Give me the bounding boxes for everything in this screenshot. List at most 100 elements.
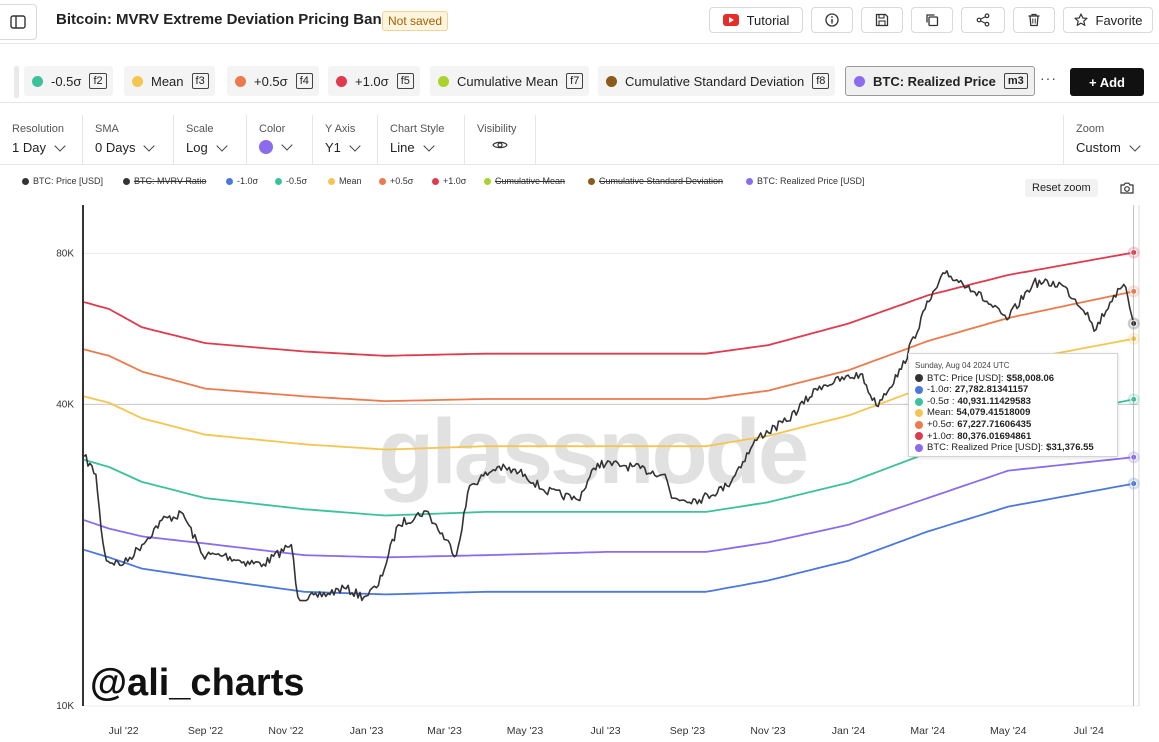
metric-label: +0.5σ [254, 73, 288, 89]
legend-item[interactable]: Cumulative Standard Deviation [588, 176, 723, 186]
add-metric-button[interactable]: + Add [1070, 68, 1144, 96]
tooltip-dot [915, 374, 923, 383]
save-icon [875, 13, 889, 27]
tooltip-value: 54,079.41518009 [956, 407, 1031, 419]
legend-item[interactable]: BTC: Realized Price [USD] [746, 176, 865, 186]
reset-zoom-button[interactable]: Reset zoom [1025, 179, 1098, 197]
legend-item[interactable]: +1.0σ [432, 176, 466, 186]
tooltip-dot [915, 385, 923, 394]
tooltip-row: -0.5σ :40,931.11429583 [915, 396, 1111, 408]
visibility-toggle[interactable]: Visibility [465, 115, 536, 164]
metric-pill[interactable]: -0.5σ f2 [24, 66, 113, 96]
x-tick-label: Mar '23 [427, 725, 462, 737]
save-button[interactable] [861, 7, 903, 33]
legend-dot [484, 177, 491, 185]
series-line [83, 251, 1134, 357]
legend-label: BTC: Realized Price [USD] [757, 176, 865, 186]
color-dropdown[interactable]: Color [247, 115, 313, 164]
y-tick-label: 80K [56, 249, 74, 260]
legend-dot [22, 177, 29, 185]
metric-pill[interactable]: +1.0σ f5 [328, 66, 420, 96]
metric-color-dot [336, 75, 347, 87]
camera-icon[interactable] [1120, 182, 1134, 194]
y-tick-label: 10K [56, 701, 74, 712]
tooltip-label: Mean: [927, 407, 954, 419]
metric-color-dot [235, 75, 246, 87]
legend-label: +1.0σ [443, 176, 467, 186]
legend-item[interactable]: Cumulative Mean [484, 176, 565, 186]
sidebar-toggle-button[interactable] [0, 4, 37, 40]
delete-button[interactable] [1013, 7, 1055, 33]
duplicate-button[interactable] [911, 7, 953, 33]
legend-dot [588, 177, 595, 185]
page-title: Bitcoin: MVRV Extreme Deviation Pricing … [56, 11, 400, 28]
chart-style-dropdown[interactable]: Chart Style Line [378, 115, 465, 164]
metric-color-dot [32, 75, 43, 87]
x-tick-label: Jul '22 [109, 725, 139, 737]
legend-item[interactable]: BTC: MVRV Ratio [123, 176, 206, 186]
metric-pill[interactable]: +0.5σ f4 [227, 66, 319, 96]
sma-label: SMA [95, 123, 119, 135]
legend-item[interactable]: +0.5σ [379, 176, 413, 186]
series-line [83, 482, 1134, 596]
x-tick-label: Sep '23 [670, 725, 705, 737]
metric-pill[interactable]: Mean f3 [124, 66, 215, 96]
y-axis-dropdown[interactable]: Y Axis Y1 [313, 115, 378, 164]
chart-style-value: Line [390, 140, 415, 155]
legend-label: Mean [339, 176, 362, 186]
x-tick-label: May '23 [507, 725, 544, 737]
zoom-dropdown[interactable]: Zoom Custom [1063, 115, 1159, 164]
chart-legend: BTC: Price [USD] BTC: MVRV Ratio -1.0σ -0.5… [0, 176, 1000, 194]
info-button[interactable] [811, 7, 853, 33]
scale-value: Log [186, 140, 208, 155]
sma-dropdown[interactable]: SMA 0 Days [83, 115, 174, 164]
favorite-button[interactable]: Favorite [1063, 7, 1153, 33]
legend-item[interactable]: -0.5σ [275, 176, 307, 186]
legend-item[interactable]: -1.0σ [226, 176, 258, 186]
resolution-label: Resolution [12, 123, 64, 135]
resolution-dropdown[interactable]: Resolution 1 Day [0, 115, 83, 164]
metric-color-dot [854, 75, 865, 87]
tooltip-value: 80,376.01694861 [957, 430, 1032, 442]
tutorial-button[interactable]: Tutorial [709, 7, 803, 33]
metric-pill[interactable]: Cumulative Standard Deviation f8 [598, 66, 836, 96]
metric-key: f3 [191, 73, 209, 89]
metrics-scroll-handle[interactable] [14, 66, 19, 98]
tooltip-row: +1.0σ: 80,376.01694861 [915, 431, 1111, 443]
tutorial-label: Tutorial [746, 12, 790, 28]
x-tick-label: Nov '22 [268, 725, 303, 737]
tooltip-dot [915, 420, 923, 429]
scale-dropdown[interactable]: Scale Log [174, 115, 247, 164]
copy-icon [926, 14, 939, 27]
legend-dot [379, 177, 386, 185]
metric-pill[interactable]: BTC: Realized Price m3 [845, 66, 1035, 96]
metric-label: +1.0σ [355, 73, 389, 89]
share-icon [976, 13, 990, 27]
legend-label: BTC: MVRV Ratio [134, 176, 207, 186]
share-button[interactable] [961, 7, 1005, 33]
x-tick-label: Jan '23 [350, 725, 384, 737]
color-label: Color [259, 123, 286, 135]
legend-item[interactable]: BTC: Price [USD] [22, 176, 103, 186]
eye-icon [492, 141, 508, 149]
chart-style-label: Chart Style [390, 123, 445, 135]
legend-item[interactable]: Mean [328, 176, 362, 186]
tooltip-label: BTC: Price [USD]: [927, 372, 1004, 384]
series-line [83, 290, 1134, 402]
tooltip-value: $58,008.06 [1006, 372, 1055, 384]
favorite-label: Favorite [1095, 12, 1143, 28]
metric-color-dot [438, 75, 449, 87]
y-axis-label: Y Axis [325, 123, 356, 135]
x-tick-label: Jul '23 [591, 725, 621, 737]
legend-label: -0.5σ [286, 176, 308, 186]
tooltip-value: 40,931.11429583 [957, 395, 1031, 407]
legend-dot [746, 177, 753, 185]
y-tick-label: 40K [56, 399, 74, 410]
tooltip-row: Mean: 54,079.41518009 [915, 407, 1111, 419]
more-metrics-button[interactable]: ··· [1040, 70, 1057, 86]
chart-tooltip: Sunday, Aug 04 2024 UTC BTC: Price [USD]… [908, 353, 1118, 457]
metric-pill[interactable]: Cumulative Mean f7 [430, 66, 590, 96]
metric-label: Mean [151, 73, 184, 89]
info-icon [825, 13, 839, 27]
tooltip-value: 27,782.81341157 [954, 384, 1029, 396]
